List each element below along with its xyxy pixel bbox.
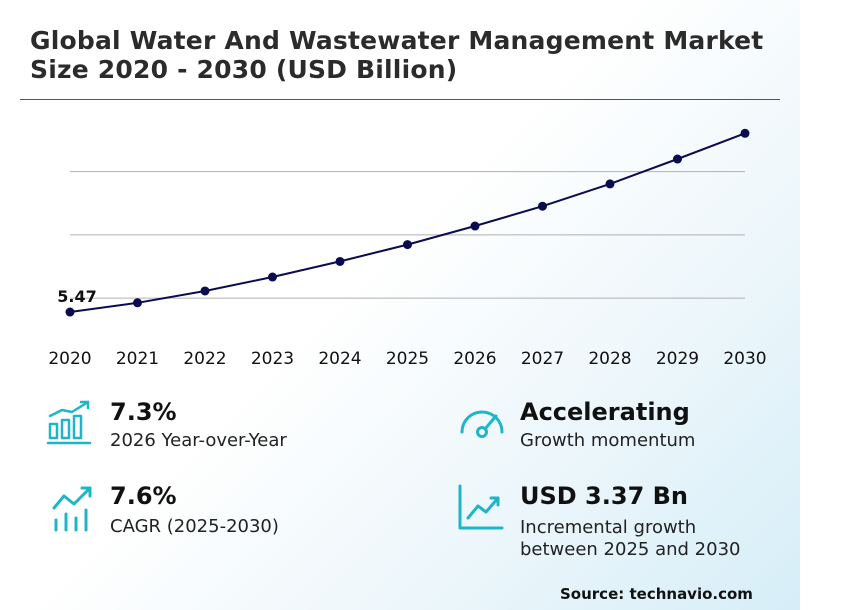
x-tick-label-2020: 2020	[48, 349, 91, 369]
x-tick-label-2026: 2026	[453, 349, 496, 369]
bar-chart-growth-icon	[46, 400, 92, 445]
data-point-2027	[538, 201, 547, 211]
x-tick-label-2022: 2022	[183, 349, 226, 369]
stat-incremental-label-2: between 2025 and 2030	[520, 539, 741, 560]
background	[0, 0, 800, 610]
trend-bars-icon	[52, 486, 92, 532]
title-divider	[20, 99, 780, 100]
x-tick-label-2027: 2027	[521, 349, 564, 369]
stat-momentum: Accelerating Growth momentum	[456, 398, 786, 458]
speedometer-icon	[460, 410, 504, 438]
x-tick-label-2023: 2023	[251, 349, 294, 369]
stat-momentum-label: Growth momentum	[520, 430, 696, 451]
x-tick-label-2028: 2028	[588, 349, 631, 369]
line-chart: 2020 2021 2022 2023 2024 2025 2026 2027 2028 2029…	[48, 128, 767, 369]
stat-cagr: 7.6% CAGR (2025-2030)	[50, 482, 370, 542]
data-point-2025	[403, 240, 412, 250]
data-point-2023	[268, 272, 277, 282]
x-tick-label-2025: 2025	[386, 349, 429, 369]
data-point-2030	[740, 128, 750, 138]
stat-incremental-value: USD 3.37 Bn	[520, 482, 688, 510]
data-point-2029	[673, 154, 682, 164]
x-tick-label-2029: 2029	[656, 349, 699, 369]
data-point-2026	[470, 221, 480, 231]
stat-yoy-value: 7.3%	[110, 398, 177, 426]
x-tick-label-2030: 2030	[723, 349, 766, 369]
data-point-2028	[605, 179, 615, 189]
data-point-2020	[65, 307, 75, 317]
data-point-2024	[335, 256, 345, 266]
stat-momentum-value: Accelerating	[520, 398, 690, 426]
stat-cagr-label: CAGR (2025-2030)	[110, 516, 279, 537]
stat-incremental-label-1: Incremental growth	[520, 517, 697, 538]
data-point-2022	[200, 286, 210, 296]
stat-cagr-value: 7.6%	[110, 482, 177, 510]
stat-yoy: 7.3% 2026 Year-over-Year	[46, 398, 366, 458]
title-line-1: Global Water And Wastewater Management M…	[30, 26, 764, 55]
series-line-0	[69, 132, 746, 313]
stat-incremental: USD 3.37 Bn Incremental growth between 2…	[456, 482, 786, 568]
data-point-2021	[133, 298, 142, 308]
line-chart-up-icon	[458, 484, 504, 530]
chart-title: Global Water And Wastewater Management M…	[30, 26, 842, 84]
data-label-2020: 5.47	[57, 287, 96, 306]
title-line-2: Size 2020 - 2030 (USD Billion)	[30, 55, 458, 84]
source-credit: Source: technavio.com	[560, 585, 753, 603]
x-tick-label-2021: 2021	[116, 349, 159, 369]
x-tick-label-2024: 2024	[318, 349, 361, 369]
stat-yoy-label: 2026 Year-over-Year	[110, 430, 287, 451]
